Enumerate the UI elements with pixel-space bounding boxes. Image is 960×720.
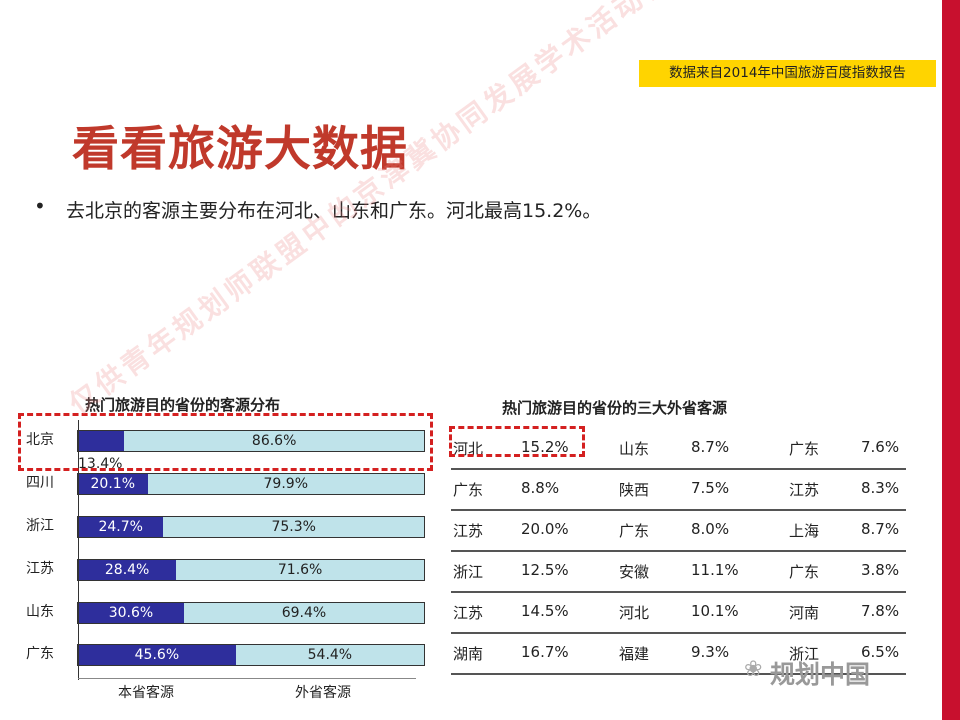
- table-province: 河北: [453, 440, 484, 458]
- bar-row: 山东 30.6% 69.4%: [18, 602, 438, 624]
- table-share: 16.7%: [521, 643, 569, 661]
- highlight-beijing-box: [18, 413, 433, 471]
- bar-segment-local: 24.7%: [78, 517, 164, 537]
- bar-category-label: 山东: [26, 604, 54, 620]
- table-row: 浙江 12.5% 安徽 11.1% 广东 3.8%: [451, 551, 906, 593]
- table-province: 河北: [619, 604, 650, 622]
- bar-segment-external: 75.3%: [163, 517, 424, 537]
- bar-segment-local: 28.4%: [78, 560, 177, 580]
- table-share: 9.3%: [691, 643, 730, 661]
- bar-category-label: 广东: [26, 646, 54, 662]
- table-province: 安徽: [619, 563, 650, 581]
- bar-row: 江苏 28.4% 71.6%: [18, 559, 438, 581]
- table-row: 湖南 16.7% 福建 9.3% 浙江 6.5%: [451, 633, 906, 675]
- table-share: 10.1%: [691, 602, 739, 620]
- table-province: 上海: [789, 522, 820, 540]
- bar-segment-external: 71.6%: [176, 560, 424, 580]
- bar-segment-local: 45.6%: [78, 645, 236, 665]
- stacked-bar: 30.6% 69.4%: [77, 602, 425, 624]
- legend-external: 外省客源: [295, 685, 351, 701]
- bar-segment-local: [78, 431, 125, 451]
- table-share: 14.5%: [521, 602, 569, 620]
- table-row: 广东 8.8% 陕西 7.5% 江苏 8.3%: [451, 469, 906, 511]
- table-province: 浙江: [453, 563, 484, 581]
- page-title: 看看旅游大数据: [72, 122, 408, 177]
- bar-segment-local: 20.1%: [78, 474, 148, 494]
- table-share: 7.8%: [861, 602, 900, 620]
- highlight-hebei-box: [449, 426, 585, 457]
- table-share: 8.7%: [691, 438, 730, 456]
- table-share: 11.1%: [691, 561, 739, 579]
- stacked-bar: 45.6% 54.4%: [77, 644, 425, 666]
- bullet-text: 去北京的客源主要分布在河北、山东和广东。河北最高15.2%。: [66, 200, 602, 222]
- table-row: 河北 15.2% 山东 8.7% 广东 7.6%: [451, 428, 906, 470]
- stacked-bar: 86.6%: [77, 430, 425, 452]
- table-share: 7.6%: [861, 438, 900, 456]
- table-share: 15.2%: [521, 438, 569, 456]
- chart-baseline: [78, 678, 416, 679]
- source-note: 数据来自2014年中国旅游百度指数报告: [639, 60, 936, 87]
- stacked-bar: 28.4% 71.6%: [77, 559, 425, 581]
- chart-title: 热门旅游目的省份的客源分布: [85, 396, 281, 414]
- legend-local: 本省客源: [118, 685, 174, 701]
- bar-segment-external: 86.6%: [124, 431, 424, 451]
- table-province: 江苏: [453, 522, 484, 540]
- chart-axis: [78, 420, 79, 680]
- right-accent-bar: [942, 0, 960, 720]
- table-share: 20.0%: [521, 520, 569, 538]
- table-title: 热门旅游目的省份的三大外省客源: [502, 399, 728, 417]
- bar-row: 北京 86.6%: [18, 430, 438, 452]
- table-province: 河南: [789, 604, 820, 622]
- table-share: 3.8%: [861, 561, 900, 579]
- table-province: 江苏: [453, 604, 484, 622]
- table-province: 广东: [789, 563, 820, 581]
- wechat-label: 规划中国: [770, 660, 871, 689]
- table-province: 广东: [453, 481, 484, 499]
- table-share: 7.5%: [691, 479, 730, 497]
- table-share: 8.3%: [861, 479, 900, 497]
- bullet-dot: •: [34, 194, 46, 218]
- stacked-bar: 20.1% 79.9%: [77, 473, 425, 495]
- table-share: 8.0%: [691, 520, 730, 538]
- bar-row: 四川 20.1% 79.9%: [18, 473, 438, 495]
- bar-segment-local: 30.6%: [78, 603, 184, 623]
- bar-category-label: 四川: [26, 475, 54, 491]
- table-share: 8.7%: [861, 520, 900, 538]
- bar-segment-external: 54.4%: [235, 645, 424, 665]
- table-share: 12.5%: [521, 561, 569, 579]
- table-province: 广东: [789, 440, 820, 458]
- table-province: 山东: [619, 440, 650, 458]
- bar-category-label: 北京: [26, 432, 54, 448]
- bar-row: 浙江 24.7% 75.3%: [18, 516, 438, 538]
- table-province: 陕西: [619, 481, 650, 499]
- table-share: 6.5%: [861, 643, 900, 661]
- bar-segment-external: 79.9%: [147, 474, 424, 494]
- table-province: 广东: [619, 522, 650, 540]
- bar-category-label: 江苏: [26, 561, 54, 577]
- bar-row: 广东 45.6% 54.4%: [18, 644, 438, 666]
- stacked-bar: 24.7% 75.3%: [77, 516, 425, 538]
- table-row: 江苏 20.0% 广东 8.0% 上海 8.7%: [451, 510, 906, 552]
- table-row: 江苏 14.5% 河北 10.1% 河南 7.8%: [451, 592, 906, 634]
- table-share: 8.8%: [521, 479, 560, 497]
- bar-segment-external: 69.4%: [183, 603, 424, 623]
- table-province: 福建: [619, 645, 650, 663]
- bar-category-label: 浙江: [26, 518, 54, 534]
- wechat-icon: ❀: [744, 657, 763, 682]
- table-province: 江苏: [789, 481, 820, 499]
- table-province: 浙江: [789, 645, 820, 663]
- table-province: 湖南: [453, 645, 484, 663]
